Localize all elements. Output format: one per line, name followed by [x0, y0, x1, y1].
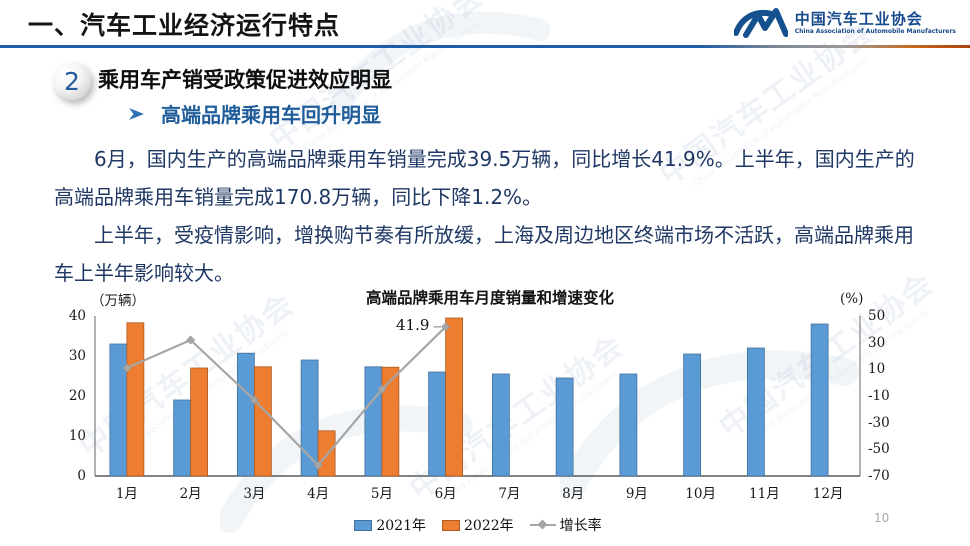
legend-item-增长率: 增长率 — [529, 515, 602, 535]
y-axis-tick-left: 30 — [68, 348, 86, 364]
y-axis-tick-right: -70 — [868, 468, 890, 484]
chart: 高端品牌乘用车月度销量和增速变化 （万辆） (%) 0 10 20 30 40 50 30… — [0, 283, 970, 546]
section-number: 2 — [64, 66, 80, 96]
y-axis-tick-right: 10 — [868, 361, 886, 378]
logo-cn-text: 中国汽车工业协会 — [794, 9, 923, 28]
x-axis-label: 6月 — [434, 486, 457, 502]
legend-item-2022年: 2022年 — [442, 515, 514, 535]
x-axis-label: 7月 — [498, 486, 521, 502]
growth-marker-4月 — [313, 460, 323, 470]
bar-2021年-5月 — [364, 366, 383, 477]
bar-2021年-1月 — [109, 343, 128, 477]
bar-2021年-7月 — [491, 373, 510, 477]
paragraph-2: 上半年，受疫情影响，增换购节奏有所放缓，上海及周边地区终端市场不活跃，高端品牌乘… — [54, 223, 914, 285]
growth-marker-6月 — [441, 322, 451, 332]
x-axis-label: 8月 — [562, 486, 585, 502]
section-heading: 乘用车产销受政策促进效应明显 — [98, 68, 392, 92]
legend-swatch-icon — [442, 519, 460, 531]
bar-2021年-4月 — [300, 359, 319, 477]
legend-swatch-icon — [354, 519, 373, 531]
legend-marker-icon — [537, 519, 548, 530]
legend-label: 2022年 — [464, 518, 514, 534]
x-axis-label: 3月 — [243, 486, 266, 502]
x-axis-label: 12月 — [812, 486, 844, 502]
growth-marker-5月 — [377, 384, 387, 394]
y-axis-tick-right: 30 — [868, 334, 886, 351]
paragraph-1: 6月，国内生产的高端品牌乘用车销量完成39.5万辆，同比增长41.9%。上半年，… — [54, 147, 915, 209]
y-axis-tick-right: -10 — [868, 388, 890, 404]
y-axis-tick-right: -30 — [868, 414, 890, 431]
bar-2021年-12月 — [810, 323, 829, 477]
x-axis-label: 9月 — [625, 486, 648, 502]
caam-logo: 中国汽车工业协会 China Association of Automobile… — [733, 7, 956, 39]
growth-marker-2月 — [186, 335, 196, 345]
bar-2021年-2月 — [173, 399, 192, 477]
bar-2021年-8月 — [555, 377, 574, 477]
growth-marker-1月 — [122, 363, 132, 373]
sub-bullet: 高端品牌乘用车回升明显 — [127, 99, 381, 128]
bullet-text: 高端品牌乘用车回升明显 — [161, 103, 381, 127]
bar-2022年-1月 — [126, 322, 145, 477]
x-axis-label: 2月 — [179, 486, 202, 502]
y-axis-tick-right: 50 — [868, 308, 886, 324]
bar-2022年-6月 — [445, 317, 464, 477]
page-number: 10 — [874, 511, 890, 525]
legend-item-2021年: 2021年 — [354, 515, 426, 535]
y-axis-tick-left: 20 — [68, 388, 86, 404]
bar-2021年-3月 — [236, 352, 255, 477]
chart-title: 高端品牌乘用车月度销量和增速变化 — [365, 289, 614, 307]
legend-label: 增长率 — [559, 518, 602, 534]
growth-marker-3月 — [249, 395, 259, 405]
bar-2022年-5月 — [381, 366, 400, 477]
bullet-arrow-icon — [129, 107, 144, 120]
left-axis-unit-label: （万辆） — [91, 293, 145, 309]
y-axis-tick-left: 40 — [68, 308, 86, 324]
x-axis-label: 1月 — [115, 486, 138, 502]
data-label-annotation: 41.9 — [396, 316, 430, 334]
logo-en-text: China Association of Automobile Manufact… — [794, 27, 956, 35]
slide-title: 一、汽车工业经济运行特点 — [28, 11, 341, 40]
growth-line — [126, 326, 447, 467]
y-axis-tick-left: 10 — [68, 428, 86, 444]
bar-2022年-4月 — [317, 430, 336, 477]
legend-line-icon — [529, 519, 556, 530]
chart-legend: 2021年 2022年 增长率 — [0, 515, 956, 535]
x-axis-label: 11月 — [749, 486, 780, 502]
bar-2021年-10月 — [683, 353, 702, 477]
header-divider — [0, 45, 970, 48]
bar-2022年-2月 — [190, 367, 209, 477]
caam-logo-icon — [733, 8, 788, 38]
y-axis-tick-left: 0 — [77, 468, 86, 484]
y-axis-tick-right: -50 — [868, 441, 890, 458]
x-axis-label: 10月 — [685, 486, 716, 502]
bar-2021年-11月 — [746, 347, 765, 477]
section-number-badge: 2 — [53, 62, 91, 100]
legend-label: 2021年 — [376, 518, 426, 534]
bar-2021年-9月 — [619, 373, 638, 477]
x-axis-label: 5月 — [370, 486, 393, 502]
bar-2021年-6月 — [428, 371, 447, 477]
caam-logo-text: 中国汽车工业协会 China Association of Automobile… — [794, 9, 956, 36]
bar-2022年-3月 — [253, 366, 272, 477]
right-axis-unit-label: (%) — [840, 291, 864, 307]
chart-canvas — [94, 316, 861, 477]
x-axis-label: 4月 — [307, 486, 330, 502]
